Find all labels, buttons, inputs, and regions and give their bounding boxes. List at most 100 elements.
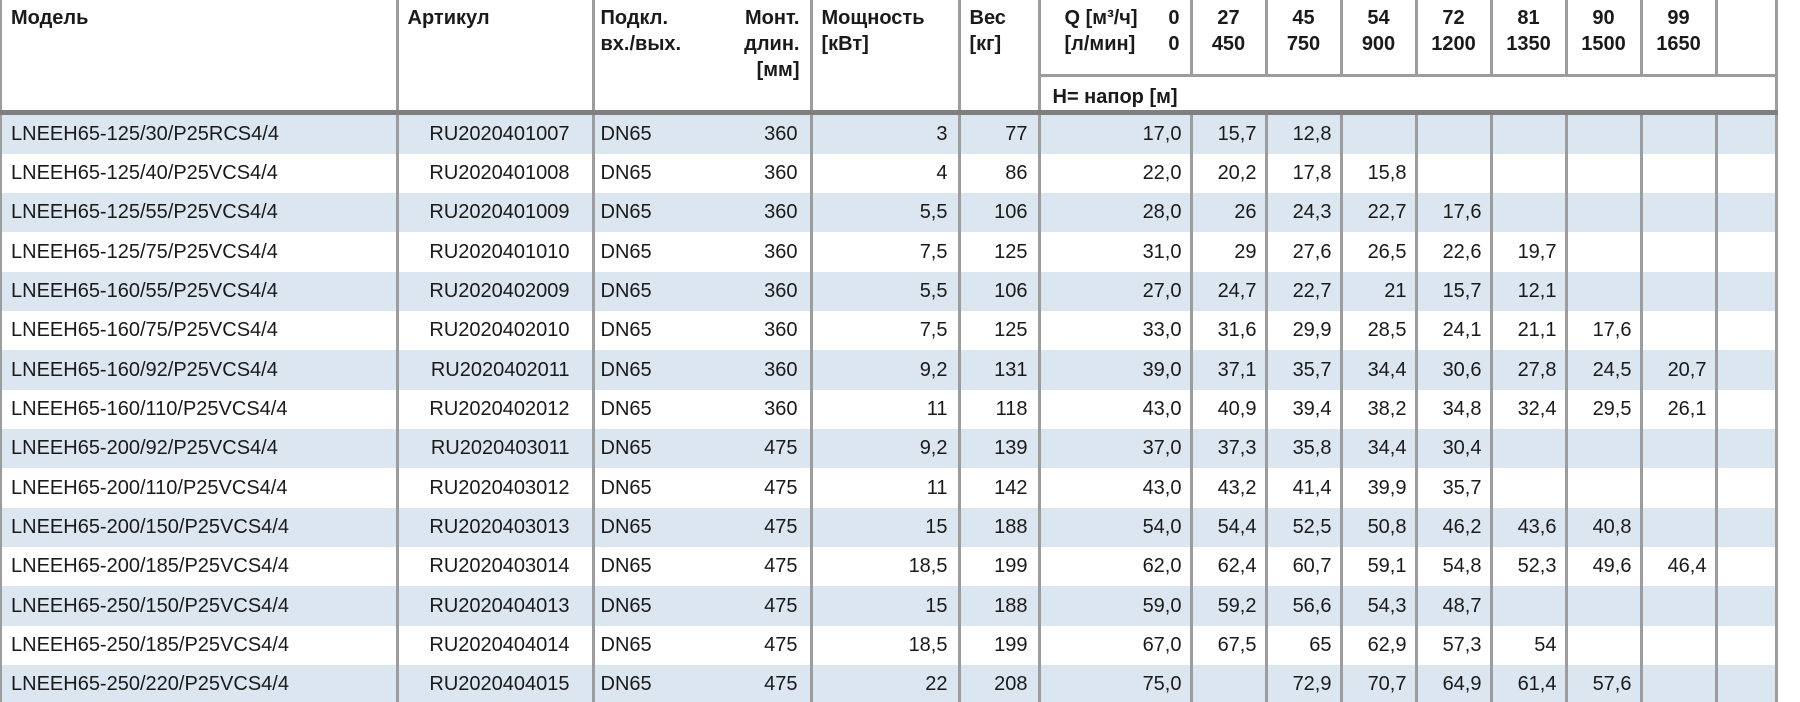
article-cell: RU2020402012	[397, 389, 595, 430]
head-cell-q72: 48,7	[1416, 586, 1493, 626]
head-cell-q0: 75,0	[1039, 665, 1193, 702]
head-cell-q27: 59,2	[1191, 586, 1268, 626]
head-cell-q45: 52,5	[1266, 507, 1343, 548]
length-cell: 475	[729, 547, 813, 587]
weight-cell: 139	[959, 429, 1041, 469]
head-cell-q99	[1641, 311, 1718, 351]
length-cell: 360	[729, 153, 813, 194]
connection-cell: DN65	[600, 161, 652, 184]
head-cell-q27: 26	[1191, 193, 1268, 233]
head-cell-q81	[1491, 112, 1568, 154]
table-row: LNEEH65-250/150/P25VCS4/4 RU2020404013 D…	[0, 586, 1778, 626]
power-cell: 9,2	[811, 429, 961, 469]
model-cell: LNEEH65-160/92/P25VCS4/4	[0, 350, 399, 390]
weight-cell: 77	[959, 112, 1041, 154]
head-cell-q99	[1641, 586, 1718, 626]
head-cell-q90	[1566, 232, 1643, 272]
head-cell-q99	[1641, 232, 1718, 272]
head-cell-q45: 41,4	[1266, 468, 1343, 508]
head-cell-q45: 12,8	[1266, 112, 1343, 154]
head-cell-q90	[1566, 153, 1643, 194]
col-header-flow-q: Q [м³/ч] 0 [л/мин] 0	[1039, 0, 1193, 77]
head-cell-q81: 27,8	[1491, 350, 1568, 390]
head-cell-q54: 70,7	[1341, 665, 1418, 702]
power-cell: 5,5	[811, 193, 961, 233]
head-cell-q0: 43,0	[1039, 389, 1193, 430]
col-header-weight: Вес [кг]	[959, 0, 1041, 115]
article-cell: RU2020404015	[397, 665, 595, 702]
trailing-cell	[1716, 350, 1778, 390]
weight-cell: 125	[959, 232, 1041, 272]
article-cell: RU2020403013	[397, 507, 595, 548]
head-cell-q72: 17,6	[1416, 193, 1493, 233]
head-cell-q54: 26,5	[1341, 232, 1418, 272]
head-cell-q27: 40,9	[1191, 389, 1268, 430]
head-cell-q72: 30,6	[1416, 350, 1493, 390]
head-cell-q54: 62,9	[1341, 625, 1418, 666]
q-column-header: 90 1500	[1566, 0, 1643, 77]
length-cell: 360	[729, 311, 813, 351]
connection-cell: DN65	[600, 515, 652, 538]
head-cell-q72: 35,7	[1416, 468, 1493, 508]
q-column-header: 54 900	[1341, 0, 1418, 77]
head-cell-q27: 37,1	[1191, 350, 1268, 390]
head-cell-q54: 34,4	[1341, 429, 1418, 469]
head-cell-q0: 33,0	[1039, 311, 1193, 351]
power-cell: 4	[811, 153, 961, 194]
length-cell: 475	[729, 429, 813, 469]
head-cell-q27: 15,7	[1191, 112, 1268, 154]
head-cell-q27: 24,7	[1191, 271, 1268, 312]
power-cell: 22	[811, 665, 961, 702]
head-cell-q81: 54	[1491, 625, 1568, 666]
head-cell-q72: 15,7	[1416, 271, 1493, 312]
head-cell-q0: 22,0	[1039, 153, 1193, 194]
weight-cell: 86	[959, 153, 1041, 194]
head-cell-q72: 54,8	[1416, 547, 1493, 587]
col-header-model: Модель	[0, 0, 399, 115]
head-cell-q45: 24,3	[1266, 193, 1343, 233]
col-header-connection: Подкл. вх./вых.	[600, 7, 682, 55]
power-cell: 5,5	[811, 271, 961, 312]
head-cell-q81: 19,7	[1491, 232, 1568, 272]
head-cell-q45: 72,9	[1266, 665, 1343, 702]
head-cell-q0: 54,0	[1039, 507, 1193, 548]
head-cell-q27: 31,6	[1191, 311, 1268, 351]
length-cell: 360	[729, 389, 813, 430]
head-cell-q90	[1566, 586, 1643, 626]
connection-cell: DN65	[600, 122, 652, 145]
head-cell-q72: 22,6	[1416, 232, 1493, 272]
head-cell-q27	[1191, 665, 1268, 702]
model-cell: LNEEH65-200/92/P25VCS4/4	[0, 429, 399, 469]
weight-cell: 188	[959, 586, 1041, 626]
trailing-cell	[1716, 665, 1778, 702]
head-cell-q27: 37,3	[1191, 429, 1268, 469]
model-cell: LNEEH65-200/185/P25VCS4/4	[0, 547, 399, 587]
article-cell: RU2020403011	[397, 429, 595, 469]
weight-cell: 131	[959, 350, 1041, 390]
trailing-cell	[1716, 232, 1778, 272]
q-column-header: 72 1200	[1416, 0, 1493, 77]
model-cell: LNEEH65-200/110/P25VCS4/4	[0, 468, 399, 508]
length-cell: 475	[729, 468, 813, 508]
table-row: LNEEH65-125/75/P25VCS4/4 RU2020401010 DN…	[0, 232, 1778, 272]
connection-cell: DN65	[600, 279, 652, 302]
head-cell-q99	[1641, 193, 1718, 233]
table-row: LNEEH65-160/75/P25VCS4/4 RU2020402010 DN…	[0, 311, 1778, 351]
head-cell-q81: 32,4	[1491, 389, 1568, 430]
q-column-header: 45 750	[1266, 0, 1343, 77]
head-cell-q0: 28,0	[1039, 193, 1193, 233]
model-cell: LNEEH65-160/55/P25VCS4/4	[0, 271, 399, 312]
connection-cell: DN65	[600, 555, 652, 578]
head-cell-q99: 26,1	[1641, 389, 1718, 430]
head-cell-q54: 22,7	[1341, 193, 1418, 233]
head-cell-q81	[1491, 586, 1568, 626]
col-header-power: Мощность [кВт]	[811, 0, 961, 115]
weight-cell: 106	[959, 193, 1041, 233]
length-cell: 360	[729, 232, 813, 272]
article-cell: RU2020402009	[397, 271, 595, 312]
head-cell-q90	[1566, 625, 1643, 666]
length-cell: 475	[729, 665, 813, 702]
col-header-mount-length: Монт. длин. [мм]	[744, 7, 800, 81]
q-column-header: 99 1650	[1641, 0, 1718, 77]
head-cell-q72: 46,2	[1416, 507, 1493, 548]
